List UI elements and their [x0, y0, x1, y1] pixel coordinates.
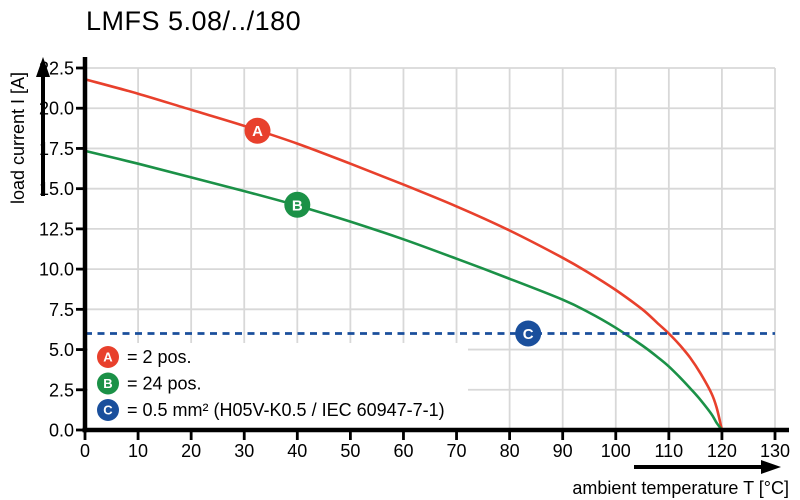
legend-marker-B-icon — [97, 372, 119, 395]
x-tick-label: 80 — [500, 441, 520, 461]
x-tick-label: 30 — [234, 441, 254, 461]
curve-marker-B-icon — [284, 191, 311, 218]
x-tick-label: 60 — [393, 441, 413, 461]
x-axis-arrow-head-icon — [761, 460, 781, 474]
y-tick-label: 17.5 — [39, 139, 74, 159]
curve-marker-C-icon — [515, 320, 542, 347]
y-tick-label: 7.5 — [49, 300, 74, 320]
curve-marker-A-icon — [244, 117, 271, 144]
curve-marker-letter: A — [252, 123, 263, 140]
x-tick-label: 0 — [80, 441, 90, 461]
y-tick-label: 12.5 — [39, 219, 74, 239]
y-tick-label: 2.5 — [49, 380, 74, 400]
legend-marker-A-icon — [97, 346, 119, 368]
y-tick-label: 10.0 — [39, 260, 74, 280]
x-tick-label: 120 — [707, 441, 737, 461]
legend-label-A: = 2 pos. — [127, 347, 192, 367]
legend-marker-C-icon — [97, 399, 119, 421]
y-tick-label: 20.0 — [39, 99, 74, 119]
legend-background — [88, 343, 468, 429]
x-tick-label: 70 — [447, 441, 467, 461]
chart-title: LMFS 5.08/../180 — [86, 6, 302, 36]
y-tick-label: 0.0 — [49, 421, 74, 441]
x-tick-label: 40 — [287, 441, 307, 461]
x-tick-label: 130 — [760, 441, 790, 461]
legend-label-B: = 24 pos. — [127, 374, 202, 394]
legend-marker-letter: A — [103, 350, 113, 365]
y-axis-label: load current I [A] — [8, 72, 28, 204]
legend-marker-letter: C — [103, 403, 113, 418]
y-tick-label: 5.0 — [49, 340, 74, 360]
y-axis-arrow-head-icon — [36, 57, 50, 77]
x-tick-label: 20 — [181, 441, 201, 461]
x-tick-label: 90 — [553, 441, 573, 461]
x-axis-label: ambient temperature T [°C] — [572, 478, 789, 498]
curve-marker-letter: B — [292, 197, 303, 214]
legend-label-C: = 0.5 mm² (H05V-K0.5 / IEC 60947-7-1) — [127, 400, 445, 420]
x-tick-label: 110 — [654, 441, 683, 461]
y-tick-label: 15.0 — [39, 179, 74, 199]
x-tick-label: 10 — [128, 441, 148, 461]
x-tick-label: 50 — [340, 441, 360, 461]
curve-B — [83, 149, 724, 432]
x-tick-label: 100 — [601, 441, 631, 461]
legend-marker-letter: B — [103, 376, 112, 391]
curve-marker-letter: C — [523, 326, 534, 343]
